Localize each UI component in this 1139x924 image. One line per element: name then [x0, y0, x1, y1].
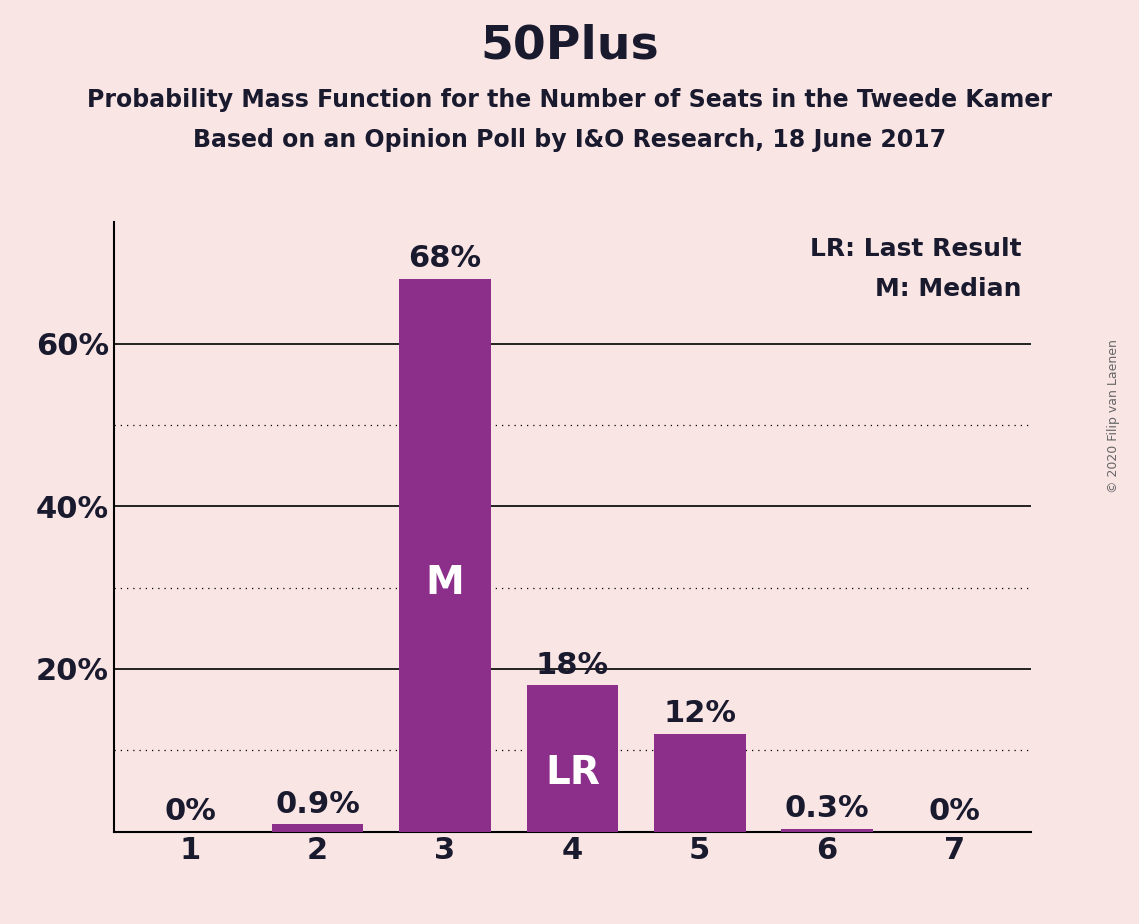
Bar [399, 279, 491, 832]
Bar [526, 686, 618, 832]
Text: 0.9%: 0.9% [276, 790, 360, 819]
Text: 68%: 68% [409, 244, 482, 273]
Text: LR: Last Result: LR: Last Result [810, 237, 1022, 261]
Text: 0.3%: 0.3% [785, 795, 869, 823]
Text: 50Plus: 50Plus [481, 23, 658, 68]
Text: LR: LR [544, 754, 600, 792]
Text: M: Median: M: Median [875, 276, 1022, 300]
Bar [654, 734, 746, 832]
Text: 18%: 18% [535, 650, 609, 679]
Bar [781, 829, 872, 832]
Text: M: M [426, 564, 465, 602]
Text: 0%: 0% [928, 796, 981, 826]
Text: Probability Mass Function for the Number of Seats in the Tweede Kamer: Probability Mass Function for the Number… [87, 88, 1052, 112]
Text: 0%: 0% [164, 796, 216, 826]
Text: 12%: 12% [663, 699, 736, 728]
Text: © 2020 Filip van Laenen: © 2020 Filip van Laenen [1107, 339, 1121, 492]
Bar [272, 824, 363, 832]
Text: Based on an Opinion Poll by I&O Research, 18 June 2017: Based on an Opinion Poll by I&O Research… [192, 128, 947, 152]
